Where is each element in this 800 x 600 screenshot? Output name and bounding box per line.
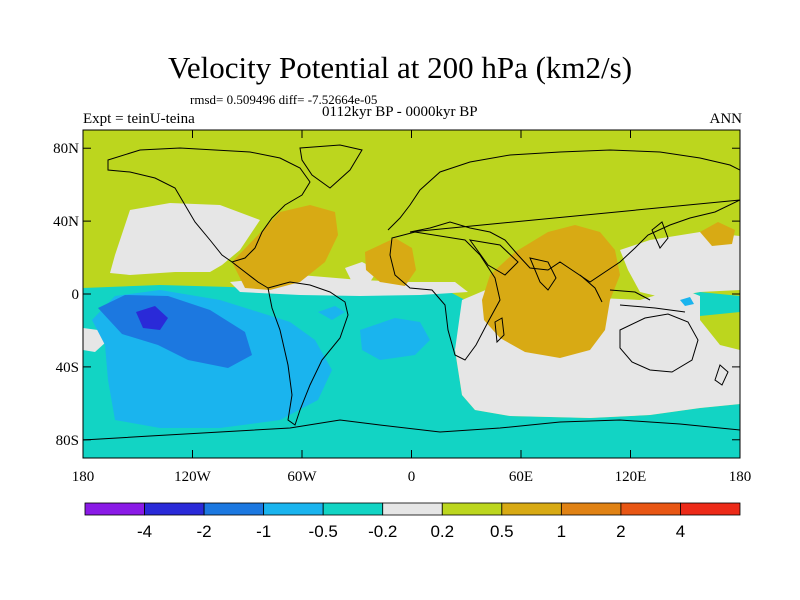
- field-positive-west-africa: [365, 238, 416, 286]
- lon-tick-label: 60E: [509, 469, 533, 485]
- field-positive-north-pacific-small: [700, 222, 735, 246]
- lon-tick-label: 120W: [174, 469, 212, 485]
- field-negative-pacific-minimum: [136, 306, 168, 330]
- experiment-label: Expt = teinU-teina: [83, 111, 195, 127]
- coastline-eurasia: [387, 149, 740, 283]
- coastline-southeast-asia: [579, 274, 686, 313]
- colorbar: -4 -2 -1 -0.5 -0.2 0.2 0.5 1 2 4: [84, 502, 741, 541]
- coastline-antarctica: [83, 419, 740, 441]
- time-period: 0112kyr BP - 0000kyr BP: [322, 104, 478, 120]
- coastline-south-america: [267, 281, 349, 426]
- coastline-central-america: [231, 261, 269, 289]
- colorbar-label: 1: [557, 522, 566, 541]
- lat-tick-label: 40S: [56, 360, 79, 376]
- colorbar-label: 4: [676, 522, 685, 541]
- colorbar-swatch: [203, 502, 265, 516]
- field-negative-equatorial-atlantic-small: [318, 306, 345, 320]
- map-title: Velocity Potential at 200 hPa (km2/s): [167, 50, 633, 85]
- lat-tick-label: 0: [72, 287, 80, 303]
- coastlines: [83, 144, 740, 441]
- colorbar-swatch: [501, 502, 562, 516]
- coastline-greenland: [299, 144, 363, 189]
- coastline-japan: [651, 221, 669, 249]
- colorbar-swatch: [263, 502, 324, 516]
- velocity-potential-field: [83, 130, 740, 458]
- field-negative-south-atlantic: [360, 318, 430, 360]
- coastline-new-zealand: [714, 364, 729, 386]
- colorbar-swatch: [322, 502, 384, 516]
- field-negative-pacific-core: [98, 295, 252, 368]
- stats-line: rmsd= 0.509496 diff= -7.52664e-05: [190, 92, 378, 107]
- colorbar-swatch: [382, 502, 443, 516]
- field-negative-west-pacific-dot: [680, 297, 694, 306]
- coastline-india: [529, 257, 557, 291]
- coastline-north-america: [107, 147, 311, 263]
- colorbar-swatch: [84, 502, 145, 516]
- axis-ticks: 80N 40N 0 40S 80S 180 120W 60W 0 60E 120E 180: [53, 130, 751, 485]
- season-label: ANN: [709, 111, 743, 127]
- lat-tick-label: 40N: [53, 214, 79, 230]
- field-neutral-northwest-pacific: [620, 232, 740, 298]
- colorbar-swatch: [680, 502, 741, 516]
- colorbar-label: -1: [256, 522, 271, 541]
- colorbar-label: 0.5: [490, 522, 514, 541]
- lon-tick-label: 180: [729, 469, 752, 485]
- colorbar-swatch: [441, 502, 503, 516]
- coastline-africa: [389, 231, 501, 361]
- field-neutral-northeast-pacific: [110, 203, 260, 275]
- colorbar-swatch: [620, 502, 681, 516]
- colorbar-label: 2: [616, 522, 625, 541]
- lat-tick-label: 80N: [53, 141, 79, 157]
- colorbar-label: -0.2: [368, 522, 397, 541]
- colorbar-label: 0.2: [430, 522, 454, 541]
- coastline-australia: [619, 313, 699, 373]
- colorbar-label: -4: [137, 522, 152, 541]
- lat-tick-label: 80S: [56, 433, 79, 449]
- lon-tick-label: 0: [408, 469, 416, 485]
- lon-tick-label: 120E: [615, 469, 647, 485]
- colorbar-swatch: [560, 502, 622, 516]
- lon-tick-label: 60W: [287, 469, 317, 485]
- coastline-arabia: [468, 239, 519, 276]
- colorbar-label: -2: [197, 522, 212, 541]
- field-positive-north-atlantic: [232, 205, 338, 290]
- field-positive-indian-ocean: [482, 225, 620, 358]
- colorbar-swatch: [144, 502, 205, 516]
- coastline-madagascar: [494, 317, 505, 344]
- colorbar-label: -0.5: [309, 522, 338, 541]
- lon-tick-label: 180: [72, 469, 95, 485]
